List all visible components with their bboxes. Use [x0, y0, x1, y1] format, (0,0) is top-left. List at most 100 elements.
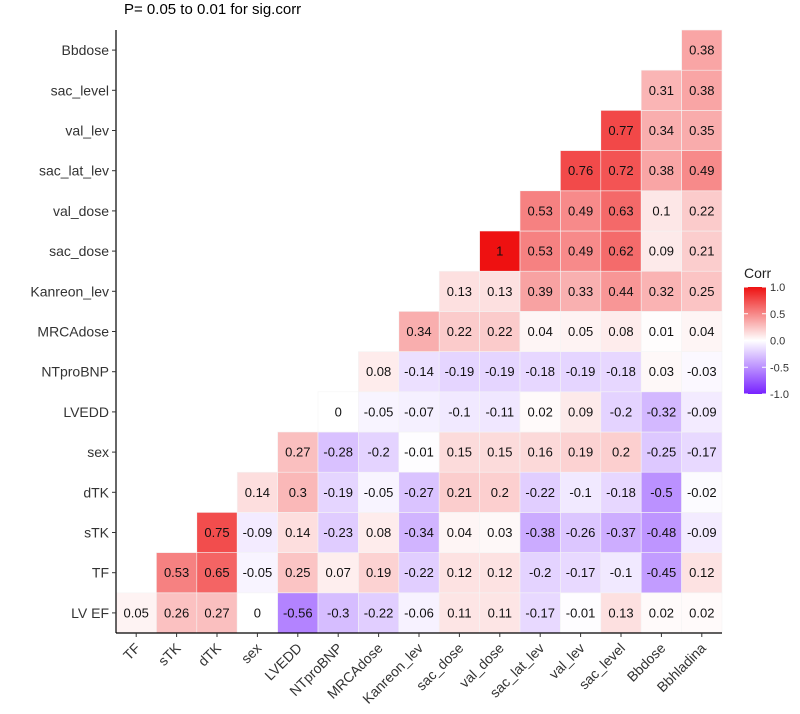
heatmap-cell: [681, 512, 723, 553]
heatmap-cell: [277, 471, 319, 513]
heatmap-cell: [640, 190, 682, 232]
heatmap-cell: [438, 512, 480, 553]
cell-value-label: -0.1: [448, 404, 470, 419]
cell-value-label: -0.23: [323, 525, 353, 540]
y-tick-label: sac_lat_lev: [39, 163, 109, 179]
heatmap-cell: [236, 471, 278, 513]
heatmap-cell: [479, 270, 521, 312]
cell-value-label: -0.07: [404, 404, 434, 419]
cell-value-label: 0.08: [366, 525, 391, 540]
cell-value-label: -0.09: [243, 525, 273, 540]
heatmap-cell: [560, 190, 602, 232]
cell-value-label: 0.62: [608, 244, 633, 259]
cell-value-label: 0.32: [649, 284, 674, 299]
cell-value-label: 0.01: [649, 324, 674, 339]
cell-value-label: -0.27: [404, 485, 434, 500]
cell-value-label: -0.22: [404, 565, 434, 580]
legend-tick-label: 0.0: [770, 336, 785, 348]
heatmap-cell: [681, 230, 723, 272]
heatmap-cell: [236, 552, 278, 594]
cell-value-label: 0.05: [568, 324, 593, 339]
cell-value-label: 0.34: [649, 123, 674, 138]
y-tick-label: Bbdose: [62, 42, 110, 58]
cell-value-label: 0.76: [568, 163, 593, 178]
cell-value-label: -0.2: [367, 445, 389, 460]
cell-value-label: 0.03: [649, 364, 674, 379]
heatmap-cell: [640, 431, 682, 473]
heatmap-cell: [640, 391, 682, 433]
heatmap-cell: [519, 471, 561, 513]
heatmap-cell: [236, 512, 278, 553]
cell-value-label: -0.18: [606, 364, 636, 379]
cell-value-label: 0.25: [689, 284, 714, 299]
chart-title: P= 0.05 to 0.01 for sig.corr: [124, 1, 302, 18]
cell-value-label: -0.19: [445, 364, 475, 379]
heatmap-cell: [600, 150, 642, 192]
cell-value-label: 0.16: [528, 445, 553, 460]
cell-value-label: 0.19: [568, 445, 593, 460]
cell-value-label: 0.72: [608, 163, 633, 178]
legend-tick-label: -1.0: [770, 389, 789, 401]
cell-value-label: -0.17: [687, 445, 717, 460]
cell-value-label: 0.09: [649, 244, 674, 259]
cell-value-label: -0.19: [566, 364, 596, 379]
cell-value-label: 0.38: [689, 83, 714, 98]
heatmap-cell: [438, 431, 480, 473]
heatmap-cell: [398, 512, 440, 553]
cell-value-label: -0.48: [647, 525, 677, 540]
cell-value-label: 0.22: [487, 324, 512, 339]
heatmap-cell: [317, 512, 359, 553]
legend-tick-label: 1.0: [770, 282, 785, 294]
cell-value-label: 0.26: [164, 605, 189, 620]
heatmap-cell: [358, 351, 400, 393]
heatmap-cell: [277, 431, 319, 473]
cell-value-label: -0.19: [323, 485, 353, 500]
cell-value-label: -0.28: [323, 445, 353, 460]
heatmap-cell: [600, 592, 642, 634]
cell-value-label: -0.02: [687, 485, 717, 500]
heatmap-cell: [560, 351, 602, 393]
cell-value-label: 0.03: [487, 525, 512, 540]
y-tick-label: dTK: [83, 484, 109, 500]
heatmap-cell: [438, 391, 480, 433]
heatmap-cell: [438, 351, 480, 393]
cell-value-label: 0.34: [406, 324, 431, 339]
heatmap-cell: [438, 270, 480, 312]
cell-value-label: -0.2: [529, 565, 551, 580]
cell-value-label: 0.3: [289, 485, 307, 500]
heatmap-cell: [600, 431, 642, 473]
cell-value-label: 0.49: [689, 163, 714, 178]
cell-value-label: -0.11: [485, 404, 514, 419]
heatmap-cell: [519, 351, 561, 393]
heatmap-cell: [358, 471, 400, 513]
heatmap-cell: [519, 592, 561, 634]
x-tick-label: sex: [238, 640, 265, 667]
heatmap-cell: [681, 110, 723, 151]
y-tick-label: Kanreon_lev: [30, 283, 109, 299]
x-tick-label: TF: [120, 640, 143, 663]
cell-value-label: -0.37: [606, 525, 636, 540]
cell-value-label: 0.12: [487, 565, 512, 580]
y-tick-label: LV EF: [71, 605, 109, 621]
y-tick-label: sex: [87, 444, 109, 460]
heatmap-cell: [317, 391, 359, 433]
cell-value-label: -0.17: [566, 565, 596, 580]
cell-value-label: 0.49: [568, 244, 593, 259]
heatmap-cell: [519, 190, 561, 232]
cell-value-label: 0.11: [447, 605, 471, 620]
heatmap-cell: [358, 592, 400, 634]
heatmap-cell: [196, 512, 238, 553]
y-tick-label: TF: [92, 565, 109, 581]
y-tick-label: sac_dose: [49, 243, 109, 259]
cell-value-label: 0.27: [204, 605, 229, 620]
y-tick-label: LVEDD: [63, 404, 109, 420]
heatmap-cell: [600, 351, 642, 393]
y-tick-label: sac_level: [51, 82, 109, 98]
heatmap-cell: [479, 311, 521, 352]
heatmap-cell: [519, 270, 561, 312]
heatmap-cell: [681, 150, 723, 192]
cell-value-label: 0.53: [528, 244, 553, 259]
cell-value-label: 0.22: [689, 203, 714, 218]
cell-value-label: 1: [496, 244, 503, 259]
heatmap-cell: [681, 552, 723, 594]
